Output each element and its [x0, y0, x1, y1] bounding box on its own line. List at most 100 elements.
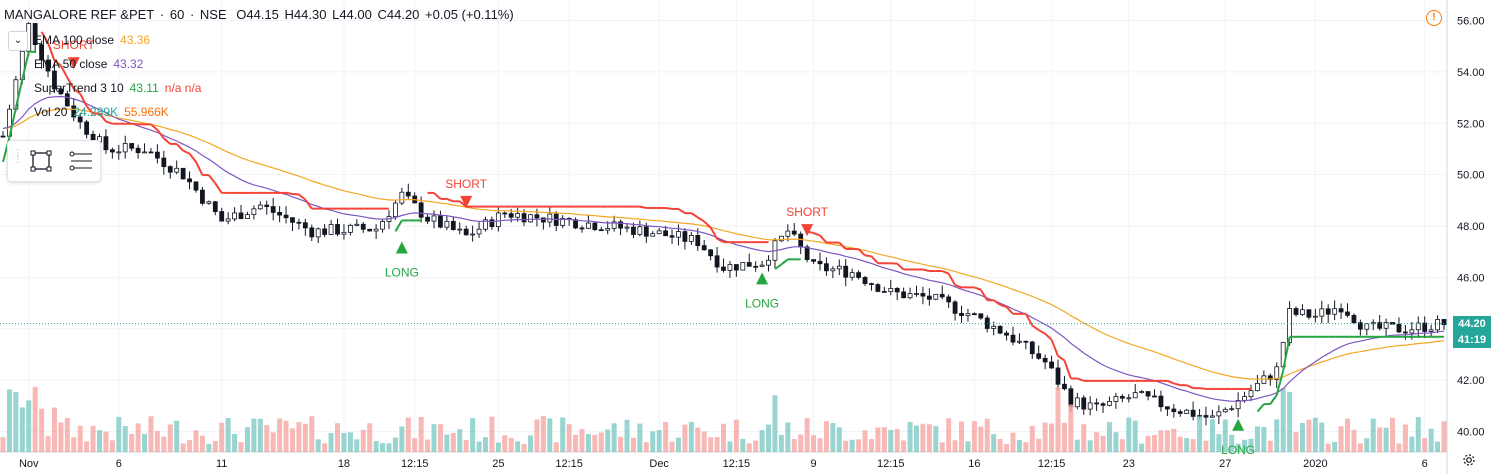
volume-bar — [167, 424, 173, 452]
supertrend-segment — [285, 191, 293, 196]
long-signal-marker — [1232, 418, 1245, 431]
candle-body — [714, 255, 720, 268]
candle-body — [573, 219, 578, 229]
symbol-name[interactable]: MANGALORE REF &PET — [4, 7, 155, 22]
candle-body — [309, 227, 315, 238]
supertrend-segment — [85, 105, 94, 115]
volume-bar — [1029, 426, 1035, 452]
legend-ema100[interactable]: EMA 100 close 43.36 — [34, 33, 151, 47]
volume-bar — [521, 443, 527, 452]
volume-bar — [109, 440, 115, 452]
volume-bar — [341, 432, 347, 452]
supertrend-segment — [1269, 394, 1278, 405]
x-tick-label: 27 — [1219, 458, 1231, 470]
supertrend-segment — [21, 51, 30, 80]
volume-bar — [508, 437, 514, 452]
legend-ema50[interactable]: EMA 50 close 43.32 — [34, 57, 144, 71]
volume-bar — [77, 425, 83, 452]
volume-bar — [1081, 424, 1087, 452]
supertrend-segment — [922, 268, 930, 272]
supertrend-segment — [1005, 306, 1014, 315]
candle-body — [888, 288, 894, 292]
chevron-down-icon[interactable]: ⌄ — [8, 31, 28, 51]
volume-bar — [470, 418, 476, 452]
candle-body — [1242, 396, 1247, 401]
volume-bar — [534, 419, 540, 452]
candle-body — [257, 204, 263, 210]
volume-bar — [289, 428, 295, 452]
volume-bar — [45, 436, 51, 452]
candle-body — [1415, 322, 1421, 331]
candle-body — [483, 219, 488, 230]
interval-label[interactable]: 60 — [169, 7, 185, 22]
volume-bar — [566, 424, 572, 452]
gear-icon[interactable] — [1462, 453, 1476, 467]
volume-bar — [1184, 438, 1190, 452]
volume-bar — [1390, 417, 1396, 452]
candle-body — [502, 212, 508, 215]
volume-bar — [579, 429, 585, 452]
supertrend-segment — [1031, 324, 1040, 331]
volume-bar — [1190, 439, 1196, 452]
drag-handle-icon[interactable]: ⋮ ⋮ — [13, 148, 23, 165]
candle-body — [843, 265, 849, 278]
candle-body — [1017, 340, 1022, 343]
volume-bar — [1216, 434, 1222, 452]
candle-body — [1081, 397, 1087, 410]
volume-bar — [1197, 416, 1203, 452]
candle-body — [148, 151, 154, 154]
candle-body — [1010, 334, 1016, 343]
volume-bar — [984, 418, 990, 452]
volume-bar — [380, 443, 386, 452]
candle-body — [212, 201, 218, 212]
supertrend-segment — [1050, 339, 1059, 357]
candle-body — [1119, 396, 1125, 399]
volume-bar — [431, 424, 437, 452]
volume-bar — [856, 439, 862, 452]
volume-bar — [386, 443, 392, 452]
candle-body — [598, 229, 604, 232]
volume-bar — [1061, 422, 1067, 452]
supertrend-segment — [1186, 384, 1194, 390]
legend-supertrend[interactable]: SuperTrend 3 10 43.11 n/a n/a — [34, 81, 202, 95]
volume-bar — [933, 426, 939, 452]
volume-bar — [1364, 438, 1370, 452]
candle-body — [830, 268, 836, 272]
x-tick-label: 6 — [1422, 458, 1428, 470]
alert-icon[interactable]: ! — [1426, 10, 1442, 26]
candle-body — [1049, 361, 1054, 369]
candle-body — [1312, 315, 1318, 318]
candle-body — [1274, 366, 1280, 381]
volume-bar — [721, 423, 726, 452]
drawing-toolbar: ⋮ ⋮ — [7, 140, 101, 182]
long-signal-label: LONG — [385, 266, 419, 280]
legend-volume[interactable]: Vol 20 24.289K 55.966K — [34, 105, 169, 119]
lines-tool-icon[interactable] — [66, 146, 96, 176]
supertrend-segment — [47, 42, 56, 62]
volume-bar — [959, 421, 965, 452]
volume-bar — [1312, 417, 1318, 452]
volume-bar — [913, 425, 919, 452]
volume-bar — [232, 433, 238, 452]
volume-bar — [1338, 426, 1344, 452]
volume-bar — [148, 416, 154, 452]
volume-bar — [766, 424, 772, 452]
volume-bar — [1402, 424, 1408, 452]
candle-body — [1248, 390, 1254, 397]
volume-bar — [322, 443, 328, 452]
volume-bar — [804, 418, 810, 452]
volume-bar — [1287, 391, 1293, 452]
candle-body — [824, 263, 829, 272]
volume-bar — [1145, 435, 1151, 452]
supertrend-segment — [304, 199, 313, 210]
rectangle-tool-icon[interactable] — [26, 146, 56, 176]
candle-body — [611, 221, 617, 229]
supertrend-segment — [1076, 377, 1085, 382]
candle-body — [1216, 411, 1222, 417]
volume-bar — [907, 421, 913, 452]
candle-body — [1435, 319, 1440, 331]
candle-body — [1145, 391, 1151, 397]
supertrend-segment — [1057, 355, 1066, 362]
volume-bar — [26, 400, 32, 452]
